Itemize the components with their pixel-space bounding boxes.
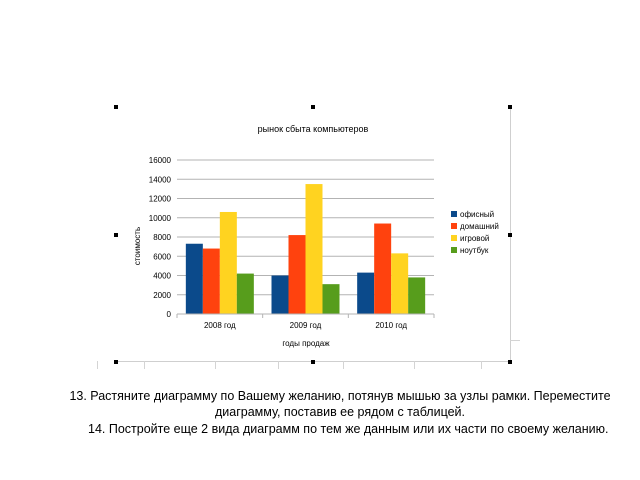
legend-label: ноутбук: [460, 246, 489, 255]
y-tick-label: 16000: [149, 156, 172, 165]
y-axis-label: стоимость: [133, 227, 142, 265]
cell-guide: [481, 361, 482, 369]
cell-guide: [510, 340, 520, 341]
legend-label: игровой: [460, 234, 489, 243]
resize-handle-bottom-right[interactable]: [508, 360, 512, 364]
bar: [322, 284, 340, 314]
x-tick-label: 2009 год: [290, 321, 322, 330]
bar-chart: 0 2000 4000 6000 8000 10000 12000 14000 16000 200…: [133, 124, 499, 348]
legend-swatch: [451, 247, 457, 253]
y-tick-label: 0: [167, 310, 172, 319]
legend-swatch: [451, 235, 457, 241]
cell-guide: [278, 361, 279, 369]
bar: [202, 248, 220, 314]
legend-label: домашний: [460, 222, 499, 231]
cell-guide: [414, 361, 415, 369]
bar: [305, 184, 323, 314]
bar: [288, 235, 306, 314]
resize-handle-bottom-middle[interactable]: [311, 360, 315, 364]
x-axis-label: годы продаж: [282, 339, 330, 348]
y-tick-label: 14000: [149, 175, 172, 184]
resize-handle-middle-right[interactable]: [508, 233, 512, 237]
bar: [391, 253, 409, 314]
y-tick-label: 4000: [153, 272, 171, 281]
legend-swatch: [451, 223, 457, 229]
y-tick-label: 6000: [153, 252, 171, 261]
bar: [219, 211, 237, 314]
x-tick-label: 2010 год: [375, 321, 407, 330]
y-tick-label: 10000: [149, 214, 172, 223]
instruction-13: 13. Растяните диаграмму по Вашему желани…: [69, 389, 611, 419]
cell-guide: [97, 361, 98, 369]
legend-swatch: [451, 211, 457, 217]
y-tick-label: 2000: [153, 291, 171, 300]
legend-label: офисный: [460, 210, 494, 219]
bar: [357, 272, 375, 314]
bar: [236, 273, 254, 314]
bar: [408, 277, 426, 314]
y-tick-label: 12000: [149, 195, 172, 204]
resize-handle-top-left[interactable]: [114, 105, 118, 109]
bar: [185, 243, 203, 314]
cell-guide: [144, 361, 145, 369]
x-tick-label: 2008 год: [204, 321, 236, 330]
resize-handle-top-middle[interactable]: [311, 105, 315, 109]
resize-handle-middle-left[interactable]: [114, 233, 118, 237]
resize-handle-top-right[interactable]: [508, 105, 512, 109]
instruction-14: 14. Постройте еще 2 вида диаграмм по тем…: [88, 422, 609, 436]
bar: [374, 223, 392, 314]
chart-object[interactable]: 0 2000 4000 6000 8000 10000 12000 14000 16000 200…: [116, 107, 511, 362]
bar: [271, 275, 289, 314]
cell-guide: [343, 361, 344, 369]
resize-handle-bottom-left[interactable]: [114, 360, 118, 364]
y-tick-label: 8000: [153, 233, 171, 242]
instructions: 13. Растяните диаграмму по Вашему желани…: [60, 388, 620, 437]
cell-guide: [215, 361, 216, 369]
chart-title: рынок сбыта компьютеров: [258, 124, 369, 134]
